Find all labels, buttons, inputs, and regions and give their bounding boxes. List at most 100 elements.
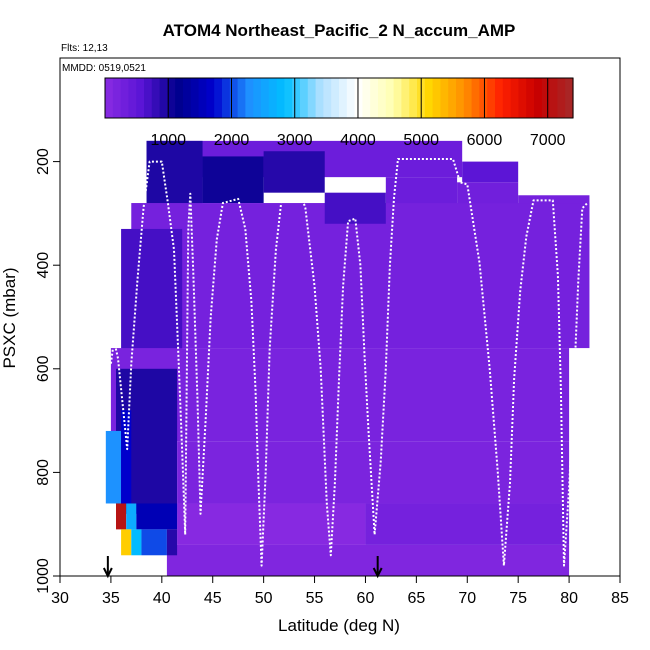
colorbar-swatch (534, 78, 543, 118)
colorbar: 1000 2000 3000 4000 5000 6000 7000 (104, 77, 574, 149)
colorbar-swatch (315, 78, 324, 118)
colorbar-swatch (105, 78, 114, 118)
x-tick-label: 70 (458, 590, 476, 607)
colorbar-swatch (495, 78, 504, 118)
colorbar-swatch (261, 78, 270, 118)
colorbar-swatch (385, 78, 395, 118)
x-tick-label: 55 (306, 590, 324, 607)
colorbar-swatch (401, 78, 410, 118)
y-tick-label: 600 (35, 355, 52, 382)
colorbar-swatch (526, 78, 535, 118)
heatmap-cell (263, 151, 325, 193)
heatmap-cell (462, 161, 519, 183)
y-tick-label: 200 (35, 148, 52, 175)
colorbar-tick-label: 4000 (340, 132, 376, 149)
x-tick-label: 45 (204, 590, 222, 607)
colorbar-swatch (120, 78, 129, 118)
colorbar-swatch (198, 78, 207, 118)
y-tick-label: 400 (35, 252, 52, 279)
x-tick-label: 30 (51, 590, 69, 607)
colorbar-swatch (362, 78, 371, 118)
heatmap-cell (365, 503, 570, 545)
flights-note: Flts: 12,13 (61, 43, 108, 54)
colorbar-swatch (370, 78, 379, 118)
dates-note: MMDD: 0519,0521 (62, 63, 146, 74)
colorbar-swatch (136, 78, 145, 118)
colorbar-tick-label: 3000 (277, 132, 313, 149)
colorbar-swatch (463, 78, 473, 118)
y-tick-label: 1000 (35, 558, 52, 594)
heatmap-cell (126, 503, 137, 530)
colorbar-swatch (393, 78, 402, 118)
colorbar-swatch (151, 78, 161, 118)
colorbar-tick-label: 2000 (214, 132, 250, 149)
y-axis: 200 400 600 800 1000 (35, 148, 60, 594)
heatmap-cell (202, 156, 264, 204)
colorbar-swatch (471, 78, 480, 118)
x-tick-label: 85 (611, 590, 629, 607)
colorbar-swatch (300, 78, 309, 118)
colorbar-swatch (487, 78, 496, 118)
x-tick-label: 75 (509, 590, 527, 607)
heatmap-cell (177, 503, 366, 545)
colorbar-swatch (378, 78, 387, 118)
y-axis-label: PSXC (mbar) (0, 267, 19, 368)
heatmap-cell (105, 430, 122, 504)
colorbar-swatch (183, 78, 192, 118)
heatmap-cell (141, 529, 167, 556)
colorbar-swatch (549, 78, 558, 118)
colorbar-swatch (112, 78, 122, 118)
heatmap-cells (105, 140, 590, 576)
colorbar-swatch (190, 78, 200, 118)
colorbar-swatch (276, 78, 285, 118)
colorbar-swatch (323, 78, 332, 118)
colorbar-swatch (307, 78, 317, 118)
colorbar-swatch (448, 78, 457, 118)
x-tick-label: 65 (407, 590, 425, 607)
heatmap-cell (324, 192, 386, 224)
heatmap-cell (136, 503, 178, 530)
x-tick-label: 40 (153, 590, 171, 607)
colorbar-swatch (284, 78, 293, 118)
colorbar-swatch (510, 78, 519, 118)
chart-title: ATOM4 Northeast_Pacific_2 N_accum_AMP (163, 21, 516, 40)
colorbar-swatch (175, 78, 184, 118)
colorbar-swatch (167, 78, 176, 118)
x-tick-label: 80 (560, 590, 578, 607)
heatmap-cell (121, 228, 183, 369)
heatmap-cell (166, 529, 178, 556)
colorbar-swatch (144, 78, 153, 118)
colorbar-swatch (245, 78, 254, 118)
y-tick-label: 800 (35, 459, 52, 486)
heatmap-cell (110, 348, 570, 442)
heatmap-cell (131, 529, 142, 556)
colorbar-swatch (479, 78, 488, 118)
heatmap-cell (166, 544, 570, 576)
colorbar-swatch (541, 78, 551, 118)
colorbar-swatch (229, 78, 239, 118)
x-axis: 30 35 40 45 50 55 60 65 70 75 80 85 (51, 576, 629, 607)
colorbar-swatch (339, 78, 348, 118)
colorbar-swatch (206, 78, 215, 118)
colorbar-swatch (346, 78, 356, 118)
colorbar-swatch (128, 78, 137, 118)
colorbar-swatch (292, 78, 301, 118)
plot-frame (59, 57, 621, 577)
x-tick-label: 60 (357, 590, 375, 607)
colorbar-tick-label: 6000 (467, 132, 503, 149)
colorbar-tick-label: 7000 (530, 132, 566, 149)
heatmap-cell (116, 503, 127, 530)
colorbar-swatch (557, 78, 566, 118)
heatmap-cell (121, 529, 132, 556)
colorbar-swatch (159, 78, 168, 118)
colorbar-swatch (331, 78, 340, 118)
colorbar-swatch (518, 78, 527, 118)
heatmap-cell (121, 410, 132, 504)
colorbar-swatch (502, 78, 512, 118)
colorbar-swatch (354, 78, 363, 118)
flight-track-line (109, 158, 589, 567)
flight-track (109, 158, 589, 567)
colorbar-tick-label: 1000 (150, 132, 186, 149)
colorbar-swatch (432, 78, 441, 118)
